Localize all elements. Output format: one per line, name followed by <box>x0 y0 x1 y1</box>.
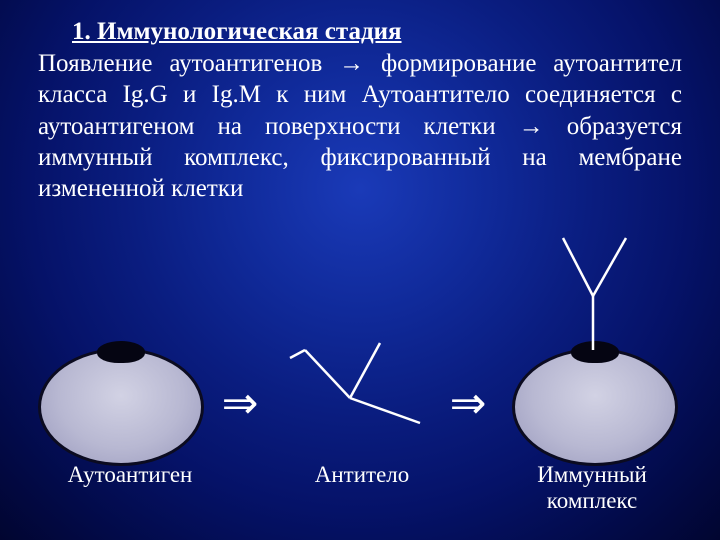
diagram: ⇒ ⇒ <box>0 290 720 510</box>
antibody-icon <box>270 338 430 458</box>
arrow-1: ⇒ <box>210 384 270 424</box>
bound-antibody-icon <box>538 228 668 358</box>
slide-body: Появление аутоантигенов → формирование а… <box>38 48 682 204</box>
slide: 1. Иммунологическая стадия Появление аут… <box>0 0 720 540</box>
caption-immune-complex: Иммунный комплекс <box>492 462 692 515</box>
slide-title: 1. Иммунологическая стадия <box>38 18 682 46</box>
caption-antibody: Антитело <box>262 462 462 488</box>
text-block: 1. Иммунологическая стадия Появление аут… <box>38 18 682 204</box>
caption-autoantigen: Аутоантиген <box>30 462 230 488</box>
cell-autoantigen <box>38 348 204 466</box>
cell-immune-complex <box>512 348 678 466</box>
arrow-2: ⇒ <box>438 384 498 424</box>
